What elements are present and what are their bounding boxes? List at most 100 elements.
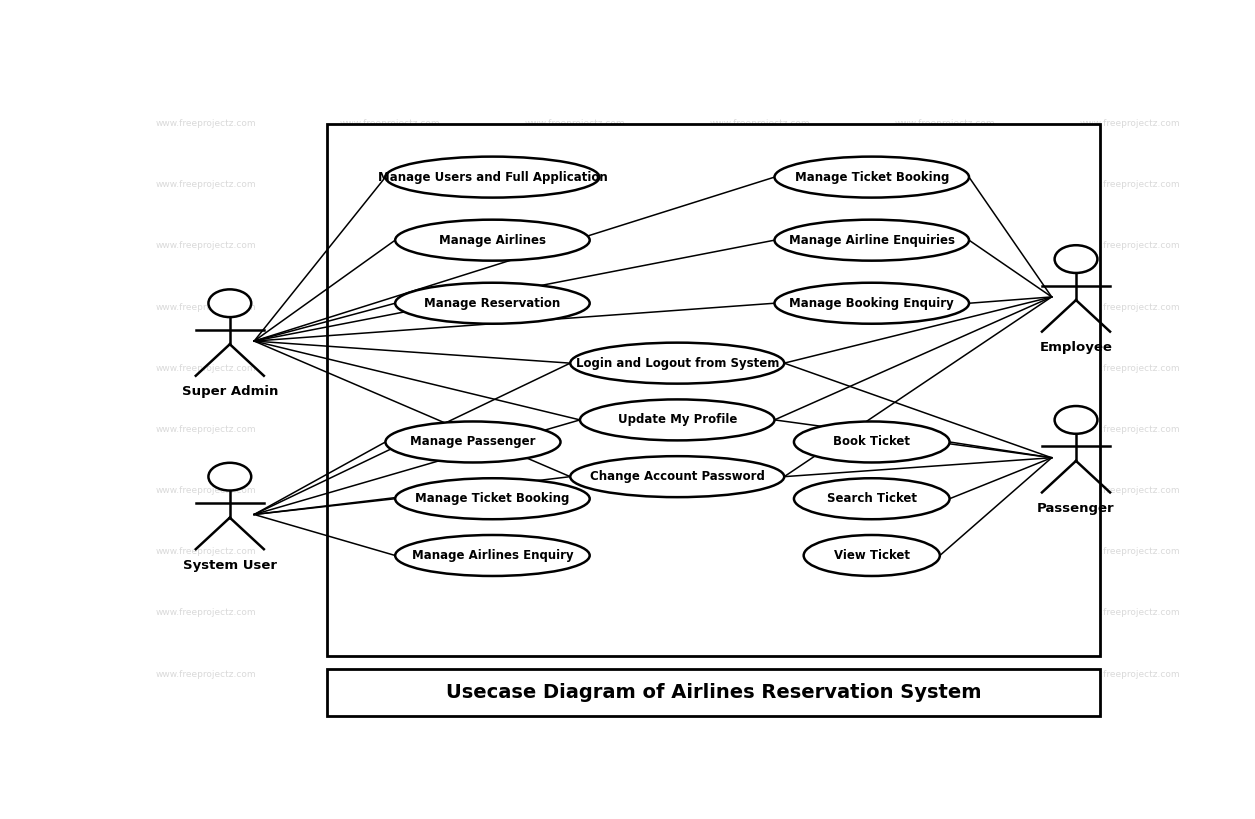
Text: www.freeprojectz.com: www.freeprojectz.com <box>895 242 995 251</box>
Text: www.freeprojectz.com: www.freeprojectz.com <box>156 609 256 618</box>
Text: www.freeprojectz.com: www.freeprojectz.com <box>895 364 995 373</box>
Circle shape <box>1054 406 1097 434</box>
Text: www.freeprojectz.com: www.freeprojectz.com <box>525 302 625 311</box>
Text: www.freeprojectz.com: www.freeprojectz.com <box>156 364 256 373</box>
Text: System User: System User <box>183 559 277 572</box>
Text: www.freeprojectz.com: www.freeprojectz.com <box>895 425 995 434</box>
Text: www.freeprojectz.com: www.freeprojectz.com <box>340 364 441 373</box>
Text: Super Admin: Super Admin <box>182 385 279 398</box>
Text: www.freeprojectz.com: www.freeprojectz.com <box>340 486 441 495</box>
Ellipse shape <box>570 456 784 497</box>
Text: www.freeprojectz.com: www.freeprojectz.com <box>525 425 625 434</box>
Text: www.freeprojectz.com: www.freeprojectz.com <box>340 302 441 311</box>
Text: www.freeprojectz.com: www.freeprojectz.com <box>340 119 441 128</box>
Text: Manage Users and Full Application: Manage Users and Full Application <box>378 170 607 183</box>
Text: www.freeprojectz.com: www.freeprojectz.com <box>156 547 256 556</box>
Text: www.freeprojectz.com: www.freeprojectz.com <box>709 302 811 311</box>
Text: www.freeprojectz.com: www.freeprojectz.com <box>525 547 625 556</box>
Text: Login and Logout from System: Login and Logout from System <box>576 356 779 369</box>
Ellipse shape <box>794 422 950 463</box>
Text: www.freeprojectz.com: www.freeprojectz.com <box>1079 609 1180 618</box>
Text: Employee: Employee <box>1039 341 1112 354</box>
Text: Manage Reservation: Manage Reservation <box>424 296 561 310</box>
Text: www.freeprojectz.com: www.freeprojectz.com <box>1079 364 1180 373</box>
Ellipse shape <box>395 535 590 576</box>
Text: www.freeprojectz.com: www.freeprojectz.com <box>895 486 995 495</box>
Text: Passenger: Passenger <box>1037 502 1114 515</box>
Text: www.freeprojectz.com: www.freeprojectz.com <box>156 302 256 311</box>
Text: www.freeprojectz.com: www.freeprojectz.com <box>1079 547 1180 556</box>
Circle shape <box>208 289 251 317</box>
Text: www.freeprojectz.com: www.freeprojectz.com <box>156 119 256 128</box>
Circle shape <box>1054 245 1097 273</box>
Text: www.freeprojectz.com: www.freeprojectz.com <box>340 425 441 434</box>
Text: www.freeprojectz.com: www.freeprojectz.com <box>156 180 256 189</box>
Text: Update My Profile: Update My Profile <box>617 414 737 427</box>
Text: www.freeprojectz.com: www.freeprojectz.com <box>709 547 811 556</box>
Text: www.freeprojectz.com: www.freeprojectz.com <box>340 670 441 679</box>
Ellipse shape <box>794 478 950 519</box>
Text: www.freeprojectz.com: www.freeprojectz.com <box>1079 425 1180 434</box>
Text: Manage Airline Enquiries: Manage Airline Enquiries <box>788 233 955 247</box>
Text: www.freeprojectz.com: www.freeprojectz.com <box>895 609 995 618</box>
Text: www.freeprojectz.com: www.freeprojectz.com <box>895 119 995 128</box>
Ellipse shape <box>395 283 590 324</box>
Text: Manage Airlines Enquiry: Manage Airlines Enquiry <box>412 549 574 562</box>
Text: View Ticket: View Ticket <box>833 549 910 562</box>
Text: www.freeprojectz.com: www.freeprojectz.com <box>156 486 256 495</box>
Text: www.freeprojectz.com: www.freeprojectz.com <box>709 670 811 679</box>
Text: www.freeprojectz.com: www.freeprojectz.com <box>1079 302 1180 311</box>
Ellipse shape <box>395 219 590 260</box>
Text: www.freeprojectz.com: www.freeprojectz.com <box>340 180 441 189</box>
Text: Manage Ticket Booking: Manage Ticket Booking <box>415 492 570 505</box>
Text: Book Ticket: Book Ticket <box>833 436 910 449</box>
Text: www.freeprojectz.com: www.freeprojectz.com <box>1079 486 1180 495</box>
Text: www.freeprojectz.com: www.freeprojectz.com <box>1079 242 1180 251</box>
Text: www.freeprojectz.com: www.freeprojectz.com <box>340 242 441 251</box>
Text: www.freeprojectz.com: www.freeprojectz.com <box>525 670 625 679</box>
Text: Change Account Password: Change Account Password <box>590 470 764 483</box>
Text: www.freeprojectz.com: www.freeprojectz.com <box>709 119 811 128</box>
Text: www.freeprojectz.com: www.freeprojectz.com <box>709 180 811 189</box>
Text: Manage Booking Enquiry: Manage Booking Enquiry <box>789 296 954 310</box>
Ellipse shape <box>385 422 561 463</box>
Ellipse shape <box>774 219 969 260</box>
Text: www.freeprojectz.com: www.freeprojectz.com <box>895 547 995 556</box>
Text: www.freeprojectz.com: www.freeprojectz.com <box>1079 670 1180 679</box>
FancyBboxPatch shape <box>328 669 1101 717</box>
Text: www.freeprojectz.com: www.freeprojectz.com <box>709 242 811 251</box>
Text: Manage Ticket Booking: Manage Ticket Booking <box>794 170 949 183</box>
Ellipse shape <box>395 478 590 519</box>
Text: Manage Passenger: Manage Passenger <box>410 436 536 449</box>
Ellipse shape <box>580 400 774 441</box>
Text: Manage Airlines: Manage Airlines <box>439 233 546 247</box>
Ellipse shape <box>774 156 969 197</box>
Text: www.freeprojectz.com: www.freeprojectz.com <box>1079 119 1180 128</box>
Text: www.freeprojectz.com: www.freeprojectz.com <box>525 364 625 373</box>
Text: www.freeprojectz.com: www.freeprojectz.com <box>525 119 625 128</box>
Text: www.freeprojectz.com: www.freeprojectz.com <box>525 486 625 495</box>
Text: www.freeprojectz.com: www.freeprojectz.com <box>525 242 625 251</box>
Text: www.freeprojectz.com: www.freeprojectz.com <box>156 242 256 251</box>
Text: www.freeprojectz.com: www.freeprojectz.com <box>709 486 811 495</box>
Text: www.freeprojectz.com: www.freeprojectz.com <box>1079 180 1180 189</box>
Text: www.freeprojectz.com: www.freeprojectz.com <box>156 670 256 679</box>
Text: Search Ticket: Search Ticket <box>827 492 916 505</box>
Text: www.freeprojectz.com: www.freeprojectz.com <box>525 609 625 618</box>
Text: www.freeprojectz.com: www.freeprojectz.com <box>340 609 441 618</box>
Text: www.freeprojectz.com: www.freeprojectz.com <box>709 364 811 373</box>
Text: www.freeprojectz.com: www.freeprojectz.com <box>156 425 256 434</box>
Ellipse shape <box>774 283 969 324</box>
Ellipse shape <box>803 535 940 576</box>
Text: www.freeprojectz.com: www.freeprojectz.com <box>709 425 811 434</box>
Text: www.freeprojectz.com: www.freeprojectz.com <box>895 180 995 189</box>
Ellipse shape <box>570 342 784 383</box>
FancyBboxPatch shape <box>328 124 1101 656</box>
Ellipse shape <box>385 156 600 197</box>
Text: Usecase Diagram of Airlines Reservation System: Usecase Diagram of Airlines Reservation … <box>446 683 981 702</box>
Text: www.freeprojectz.com: www.freeprojectz.com <box>895 670 995 679</box>
Text: www.freeprojectz.com: www.freeprojectz.com <box>340 547 441 556</box>
Text: www.freeprojectz.com: www.freeprojectz.com <box>525 180 625 189</box>
Circle shape <box>208 463 251 491</box>
Text: www.freeprojectz.com: www.freeprojectz.com <box>895 302 995 311</box>
